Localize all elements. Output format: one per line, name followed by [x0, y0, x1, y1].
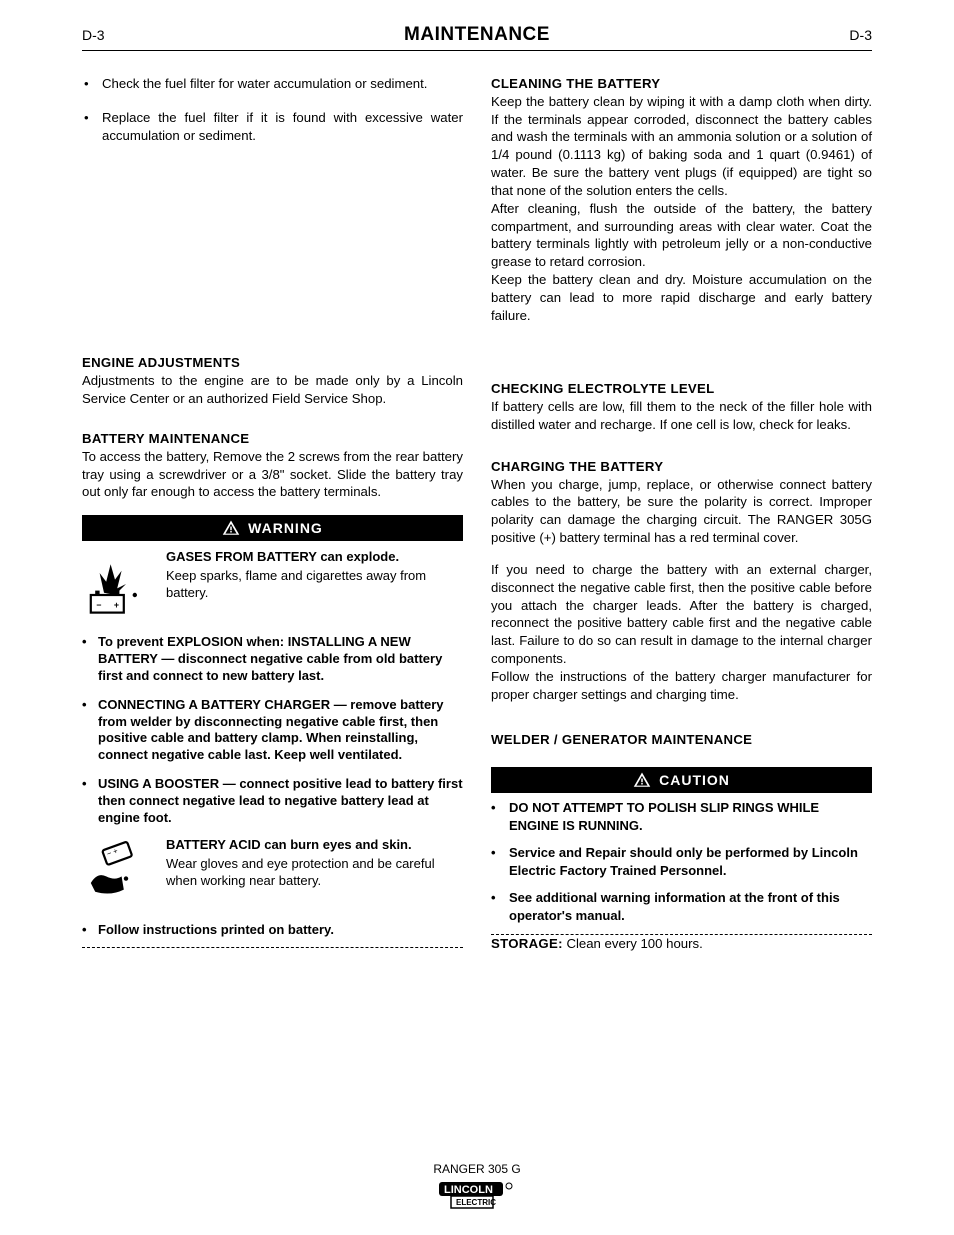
- bullet-dot: •: [82, 75, 102, 93]
- caution-bar: CAUTION: [491, 767, 872, 793]
- bullet-dot: •: [82, 922, 98, 939]
- acid-bullet: • Follow instructions printed on battery…: [82, 922, 463, 939]
- warning-bullets: • To prevent EXPLOSION when: INSTALLING …: [82, 634, 463, 827]
- right-column: CLEANING THE BATTERY Keep the battery cl…: [491, 75, 872, 953]
- bullet-text: To prevent EXPLOSION when: INSTALLING A …: [98, 634, 463, 685]
- charge-p2: If you need to charge the battery with a…: [491, 561, 872, 668]
- page-footer: RANGER 305 G LINCOLN ELECTRIC: [0, 1162, 954, 1215]
- caution-content: • DO NOT ATTEMPT TO POLISH SLIP RINGS WH…: [491, 793, 872, 924]
- clean-p1: Keep the battery clean by wiping it with…: [491, 93, 872, 200]
- header-title: MAINTENANCE: [404, 24, 550, 46]
- storage-text: Clean every 100 hours.: [566, 936, 702, 951]
- left-column: • Check the fuel filter for water accumu…: [82, 75, 463, 953]
- bullet-text: CONNECTING A BATTERY CHARGER — remove ba…: [98, 697, 463, 765]
- bullet-dot: •: [82, 634, 98, 685]
- svg-text:+: +: [114, 600, 119, 610]
- bullet-text: See additional warning information at th…: [509, 889, 872, 924]
- acid-title: BATTERY ACID can burn eyes and skin.: [166, 837, 463, 854]
- acid-burn-icon: − +: [82, 837, 166, 910]
- fuel-bullet-2: • Replace the fuel filter if it is found…: [82, 109, 463, 145]
- warn-bullet-1: • To prevent EXPLOSION when: INSTALLING …: [82, 634, 463, 685]
- bullet-dot: •: [82, 776, 98, 827]
- svg-text:−: −: [96, 600, 101, 610]
- bullet-dot: •: [491, 889, 509, 924]
- bullet-text: Service and Repair should only be perfor…: [509, 844, 872, 879]
- gas-subtitle: Keep sparks, flame and cigarettes away f…: [166, 568, 463, 602]
- acid-warning-row: − + BATTERY ACID can burn eyes and skin.…: [82, 837, 463, 910]
- acid-warning-text: BATTERY ACID can burn eyes and skin. Wea…: [166, 837, 463, 910]
- caution-box: CAUTION • DO NOT ATTEMPT TO POLISH SLIP …: [491, 767, 872, 935]
- explosion-icon: − +: [82, 549, 166, 622]
- footer-model: RANGER 305 G: [0, 1162, 954, 1176]
- bullet-dot: •: [491, 844, 509, 879]
- header-right: D-3: [849, 27, 872, 43]
- bullet-dot: •: [491, 799, 509, 834]
- fuel-bullet-1: • Check the fuel filter for water accumu…: [82, 75, 463, 93]
- caution-bullet-3: • See additional warning information at …: [491, 889, 872, 924]
- content-columns: • Check the fuel filter for water accumu…: [82, 75, 872, 953]
- clean-p2: After cleaning, flush the outside of the…: [491, 200, 872, 271]
- storage-heading: STORAGE:: [491, 936, 563, 951]
- bullet-text: DO NOT ATTEMPT TO POLISH SLIP RINGS WHIL…: [509, 799, 872, 834]
- bullet-dot: •: [82, 697, 98, 765]
- battery-maintenance-heading: BATTERY MAINTENANCE: [82, 430, 463, 448]
- gas-warning-text: GASES FROM BATTERY can explode. Keep spa…: [166, 549, 463, 622]
- caution-label: CAUTION: [659, 771, 730, 790]
- clean-p3: Keep the battery clean and dry. Moisture…: [491, 271, 872, 324]
- bullet-text: Check the fuel filter for water accumula…: [102, 75, 463, 93]
- caution-bullet-1: • DO NOT ATTEMPT TO POLISH SLIP RINGS WH…: [491, 799, 872, 834]
- page-header: D-3 MAINTENANCE D-3: [82, 24, 872, 51]
- gas-title: GASES FROM BATTERY can explode.: [166, 549, 463, 566]
- bullet-dot: •: [82, 109, 102, 145]
- bullet-text: Replace the fuel filter if it is found w…: [102, 109, 463, 145]
- warning-bar: WARNING: [82, 515, 463, 541]
- caution-bullet-2: • Service and Repair should only be perf…: [491, 844, 872, 879]
- acid-bullet-group: • Follow instructions printed on battery…: [82, 922, 463, 939]
- spacer: [82, 160, 463, 354]
- alert-triangle-icon: [633, 771, 651, 789]
- logo-brand: LINCOLN: [444, 1184, 493, 1196]
- warning-content: − + GASES FROM BATTERY can explode. Keep…: [82, 549, 463, 948]
- check-text: If battery cells are low, fill them to t…: [491, 398, 872, 434]
- warning-box: WARNING − +: [82, 515, 463, 948]
- gas-warning-row: − + GASES FROM BATTERY can explode. Keep…: [82, 549, 463, 622]
- dashed-rule: [82, 947, 463, 948]
- alert-triangle-icon: [222, 519, 240, 537]
- charge-p1: When you charge, jump, replace, or other…: [491, 476, 872, 547]
- warn-bullet-2: • CONNECTING A BATTERY CHARGER — remove …: [82, 697, 463, 765]
- warning-label: WARNING: [248, 519, 323, 538]
- header-left: D-3: [82, 27, 105, 43]
- warn-bullet-3: • USING A BOOSTER — connect positive lea…: [82, 776, 463, 827]
- welder-generator-heading: WELDER / GENERATOR MAINTENANCE: [491, 731, 872, 749]
- cleaning-battery-heading: CLEANING THE BATTERY: [491, 75, 872, 93]
- page: D-3 MAINTENANCE D-3 • Check the fuel fil…: [0, 0, 954, 953]
- checking-electrolyte-heading: CHECKING ELECTROLYTE LEVEL: [491, 380, 872, 398]
- logo-sub: ELECTRIC: [456, 1198, 496, 1207]
- charging-battery-heading: CHARGING THE BATTERY: [491, 458, 872, 476]
- lincoln-logo: LINCOLN ELECTRIC: [437, 1180, 517, 1215]
- battery-maintenance-text: To access the battery, Remove the 2 scre…: [82, 448, 463, 501]
- engine-adjustments-heading: ENGINE ADJUSTMENTS: [82, 354, 463, 372]
- bullet-text: Follow instructions printed on battery.: [98, 922, 463, 939]
- engine-adjustments-text: Adjustments to the engine are to be made…: [82, 372, 463, 408]
- charge-p3: Follow the instructions of the battery c…: [491, 668, 872, 704]
- bullet-text: USING A BOOSTER — connect positive lead …: [98, 776, 463, 827]
- acid-subtitle: Wear gloves and eye protection and be ca…: [166, 856, 463, 890]
